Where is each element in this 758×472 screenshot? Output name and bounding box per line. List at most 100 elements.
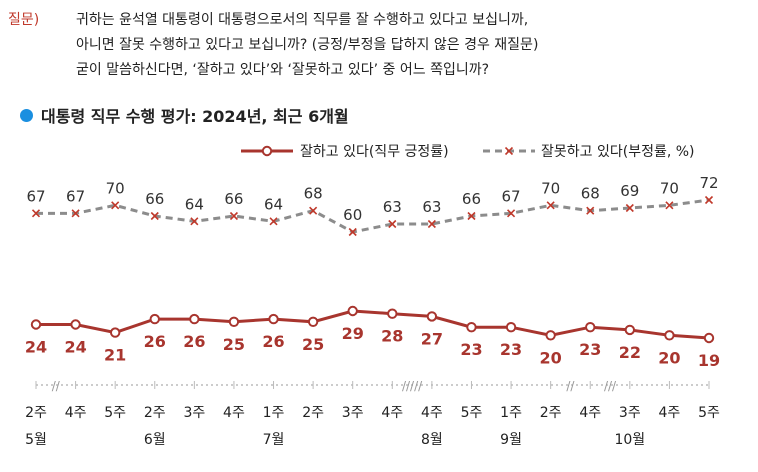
x-marker: [309, 206, 318, 215]
negative-data-label: 67: [26, 187, 45, 205]
month-label: 5월: [25, 432, 47, 448]
negative-point: [269, 217, 278, 226]
chart-title-row: 대통령 직무 수행 평가: 2024년, 최근 6개월: [20, 103, 349, 127]
negative-data-label: 64: [264, 195, 283, 213]
negative-series: 67 67 70 66 64 66 64 68 60 63 63 66 67 70 68 69 70 72: [26, 174, 719, 237]
positive-point: [466, 322, 477, 333]
positive-data-label: 19: [698, 351, 720, 370]
negative-data-label: 68: [304, 185, 323, 203]
negative-point: [427, 219, 436, 229]
negative-data-label: 67: [502, 187, 521, 205]
negative-data-label: 63: [383, 198, 402, 216]
x-marker: [625, 203, 634, 213]
positive-point: [664, 330, 675, 341]
x-marker: [31, 209, 41, 218]
x-marker: [71, 209, 80, 218]
negative-point: [150, 211, 159, 221]
x-marker: [150, 211, 159, 221]
x-marker: [388, 219, 397, 229]
positive-point: [347, 305, 358, 317]
positive-point: [268, 313, 279, 325]
positive-data-label: 24: [64, 338, 86, 357]
positive-series-line: [36, 309, 710, 340]
negative-data-label: 66: [145, 190, 164, 208]
x-marker: [506, 209, 516, 218]
axis-break-mark: //: [566, 379, 575, 393]
negative-series-line: [36, 198, 710, 234]
x-marker: [427, 219, 436, 229]
x-marker: [665, 201, 674, 210]
negative-point: [546, 201, 555, 210]
positive-data-label: 27: [421, 329, 443, 348]
x-tick-label: 4주: [579, 405, 601, 421]
negative-data-label: 70: [106, 179, 125, 197]
positive-series: 24 24 21 26 26 25 26 25 29 28 27 23 23 20 23 22 20 19: [25, 305, 720, 370]
x-tick-label: 4주: [223, 405, 245, 421]
x-tick-label: 4주: [65, 405, 87, 421]
x-tick-label: 4주: [421, 405, 443, 421]
x-marker: [467, 211, 476, 221]
negative-data-label: 64: [185, 195, 204, 213]
x-tick-label: 2주: [302, 405, 324, 421]
question-line-2: 아니면 잘못 수행하고 있다고 보십니까? (긍정/부정을 답하지 않은 경우 …: [76, 37, 539, 53]
x-tick-label: 5주: [698, 405, 720, 421]
negative-data-label: 70: [541, 179, 560, 197]
month-label: 10월: [614, 432, 645, 448]
negative-point: [309, 206, 318, 215]
positive-data-label: 23: [500, 340, 522, 359]
negative-data-label: 63: [422, 198, 441, 216]
axis-break-mark: /////: [402, 379, 423, 393]
negative-point: [71, 209, 80, 218]
x-marker: [586, 206, 595, 215]
negative-data-label: 68: [581, 185, 600, 203]
positive-point: [189, 313, 200, 325]
x-marker: [665, 201, 674, 210]
positive-point: [624, 324, 636, 336]
positive-data-label: 20: [540, 348, 562, 367]
x-marker: [348, 227, 357, 237]
chart-legend: 잘하고 있다(직무 긍정률) 잘못하고 있다(부정률, %): [241, 144, 695, 160]
positive-data-label: 23: [460, 340, 482, 359]
positive-point: [307, 316, 319, 327]
legend-negative-marker: [504, 146, 514, 156]
x-tick-label: 3주: [342, 405, 364, 421]
negative-point: [111, 201, 120, 210]
month-label: 7월: [263, 432, 285, 448]
x-marker: [704, 195, 714, 205]
negative-point: [31, 209, 41, 218]
negative-point: [388, 219, 397, 229]
x-tick-label: 3주: [619, 405, 641, 421]
axis-break-mark: //: [52, 379, 61, 393]
positive-point: [30, 319, 42, 330]
positive-point: [70, 319, 81, 330]
negative-point: [704, 195, 714, 205]
x-marker: [150, 211, 159, 221]
x-marker: [190, 217, 199, 226]
month-label: 8월: [421, 432, 443, 448]
positive-data-label: 21: [104, 346, 126, 365]
x-marker: [506, 209, 516, 218]
legend-positive-marker: [261, 145, 273, 157]
question-line-3: 굳이 말씀하신다면, ‘잘하고 있다’와 ‘잘못하고 있다’ 중 어느 쪽입니까…: [76, 62, 490, 78]
x-tick-label: 5주: [461, 405, 483, 421]
x-marker: [348, 227, 357, 237]
x-tick-label: 3주: [183, 405, 205, 421]
x-tick-label: 5주: [104, 405, 126, 421]
positive-data-label: 26: [183, 332, 205, 351]
positive-data-label: 29: [342, 324, 364, 343]
positive-data-label: 20: [658, 348, 680, 367]
negative-point: [467, 211, 476, 221]
question-line-1: 귀하는 윤석열 대통령이 대통령으로서의 직무를 잘 수행하고 있다고 보십니까…: [76, 12, 529, 28]
positive-data-label: 23: [579, 340, 601, 359]
negative-data-label: 72: [699, 174, 718, 192]
positive-point: [545, 330, 556, 341]
x-tick-label: 1주: [263, 405, 285, 421]
x-marker: [586, 206, 595, 215]
legend-positive-label: 잘하고 있다(직무 긍정률): [300, 144, 449, 160]
x-tick-label: 2주: [144, 405, 166, 421]
positive-point: [109, 327, 121, 338]
x-tick-label: 1주: [500, 405, 522, 421]
positive-point: [703, 332, 715, 344]
x-marker: [704, 195, 714, 205]
positive-point: [149, 313, 160, 325]
